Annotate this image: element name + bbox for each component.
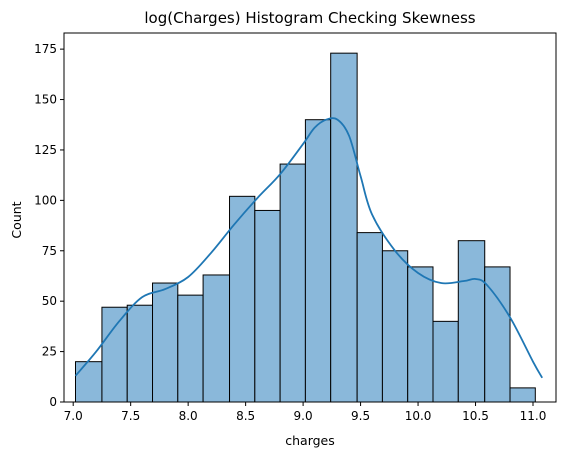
histogram-bars — [74, 52, 536, 403]
x-tick-label: 9.5 — [351, 409, 370, 423]
histogram-bar-9 — [279, 163, 306, 403]
histogram-bar-12 — [356, 232, 383, 403]
y-axis-ticks: 0 25 50 75 100 125 150 175 — [34, 42, 64, 409]
x-tick-label: 11.0 — [520, 409, 547, 423]
histogram-bar-10 — [304, 119, 332, 403]
y-tick-label: 25 — [42, 345, 57, 359]
histogram-bar-11 — [330, 52, 358, 403]
histogram-bar-5 — [177, 294, 204, 403]
histogram-bar-8 — [254, 209, 281, 403]
histogram-bar-2 — [101, 306, 128, 403]
x-tick-label: 10.0 — [405, 409, 432, 423]
x-axis-label: charges — [285, 433, 335, 448]
x-tick-label: 7.5 — [121, 409, 140, 423]
y-axis-label: Count — [9, 201, 24, 238]
x-tick-label: 8.0 — [179, 409, 198, 423]
histogram-bar-4 — [152, 282, 179, 403]
histogram-bar-13 — [381, 250, 409, 403]
histogram-bar-18 — [509, 387, 536, 403]
x-tick-label: 7.0 — [64, 409, 83, 423]
y-tick-label: 75 — [42, 244, 57, 258]
x-axis-ticks: 7.0 7.5 8.0 8.5 9.0 9.5 10.0 10.5 11.0 — [64, 402, 547, 423]
x-tick-label: 8.5 — [236, 409, 255, 423]
axes-frame — [63, 32, 557, 403]
chart-title: log(Charges) Histogram Checking Skewness — [144, 9, 475, 27]
y-tick-label: 100 — [34, 193, 57, 207]
y-tick-label: 50 — [42, 294, 57, 308]
x-tick-label: 9.0 — [294, 409, 313, 423]
histogram-bar-7 — [229, 195, 256, 403]
x-tick-label: 10.5 — [462, 409, 489, 423]
histogram-bar-16 — [457, 240, 486, 403]
y-tick-label: 0 — [49, 395, 57, 409]
histogram-bar-1 — [74, 361, 103, 403]
histogram-bar-3 — [126, 304, 154, 403]
histogram-bar-17 — [484, 266, 511, 403]
histogram-bar-14 — [407, 266, 434, 403]
y-tick-label: 125 — [34, 143, 57, 157]
kde-curve — [74, 117, 543, 379]
histogram-bar-15 — [432, 320, 459, 403]
histogram-bar-6 — [202, 274, 231, 403]
y-tick-label: 175 — [34, 42, 57, 56]
y-tick-label: 150 — [34, 93, 57, 107]
